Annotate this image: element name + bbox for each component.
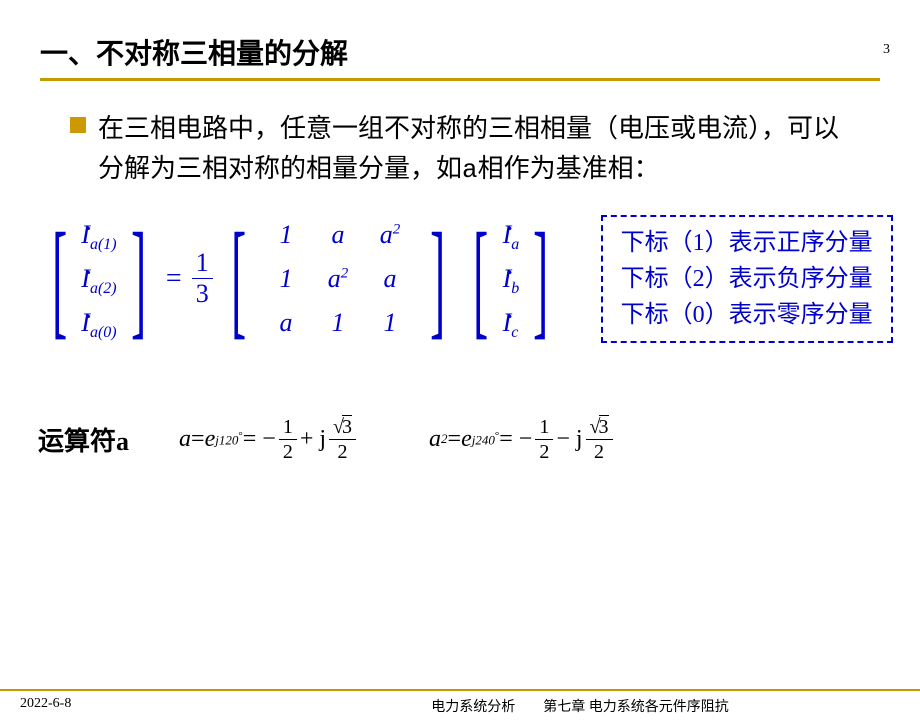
- vec-i-c: ·Ic: [503, 301, 520, 345]
- left-bracket-3-icon: [: [473, 214, 488, 344]
- vec-i-a0: ·Ia(0): [81, 301, 116, 345]
- m-0-0: 1: [260, 220, 312, 250]
- m-2-0: a: [260, 308, 312, 338]
- bullet-paragraph: 在三相电路中，任意一组不对称的三相相量（电压或电流），可以分解为三相对称的相量分…: [70, 109, 850, 191]
- m-0-2: a2: [364, 220, 416, 250]
- equals-sign: =: [166, 263, 182, 295]
- coefficient-matrix: 1 a a2 1 a2 a a 1 1: [260, 213, 416, 345]
- square-bullet-icon: [70, 117, 86, 133]
- bullet-text-2: 相作为基准相：: [478, 154, 660, 183]
- legend-box: 下标（1）表示正序分量 下标（2）表示负序分量 下标（0）表示零序分量: [601, 215, 893, 343]
- right-bracket-2-icon: ]: [430, 214, 445, 344]
- m-2-2: 1: [364, 308, 416, 338]
- left-bracket-2-icon: [: [231, 214, 246, 344]
- matrix-equation: [ ·Ia(1) ·Ia(2) ·Ia(0) ] = 1 3 [ 1 a a2 …: [38, 213, 920, 345]
- m-0-1: a: [312, 220, 364, 250]
- bullet-text: 在三相电路中，任意一组不对称的三相相量（电压或电流），可以分解为三相对称的相量分…: [98, 109, 850, 191]
- title-underline: [40, 78, 880, 81]
- legend-positive: 下标（1）表示正序分量: [621, 225, 873, 261]
- page-number: 3: [883, 42, 890, 58]
- m-1-1: a2: [312, 264, 364, 294]
- bullet-a-char: a: [462, 155, 478, 185]
- operator-label: 运算符a: [38, 421, 129, 458]
- m-2-1: 1: [312, 308, 364, 338]
- footer-date: 2022-6-8: [20, 696, 240, 716]
- m-1-0: 1: [260, 264, 312, 294]
- rhs-vector: ·Ia ·Ib ·Ic: [503, 213, 520, 345]
- title-row: 一、不对称三相量的分解: [40, 32, 920, 72]
- operator-a2-equation: a2 = ej240° = − 12 − j 32: [429, 415, 616, 464]
- left-bracket-1-icon: [: [52, 214, 67, 344]
- right-bracket-1-icon: ]: [131, 214, 146, 344]
- fraction-one-third: 1 3: [192, 248, 213, 309]
- footer-title: 电力系统分析 第七章 电力系统各元件序阻抗: [240, 696, 920, 716]
- m-1-2: a: [364, 264, 416, 294]
- section-title: 一、不对称三相量的分解: [40, 32, 348, 72]
- lhs-vector: ·Ia(1) ·Ia(2) ·Ia(0): [81, 213, 116, 345]
- operator-a-equation: a = ej120° = − 12 + j 32: [179, 415, 359, 464]
- legend-zero: 下标（0）表示零序分量: [621, 297, 873, 333]
- legend-negative: 下标（2）表示负序分量: [621, 261, 873, 297]
- operator-row: 运算符a a = ej120° = − 12 + j 32 a2 = ej240…: [38, 415, 920, 464]
- right-bracket-3-icon: ]: [533, 214, 548, 344]
- footer: 2022-6-8 电力系统分析 第七章 电力系统各元件序阻抗: [0, 689, 920, 716]
